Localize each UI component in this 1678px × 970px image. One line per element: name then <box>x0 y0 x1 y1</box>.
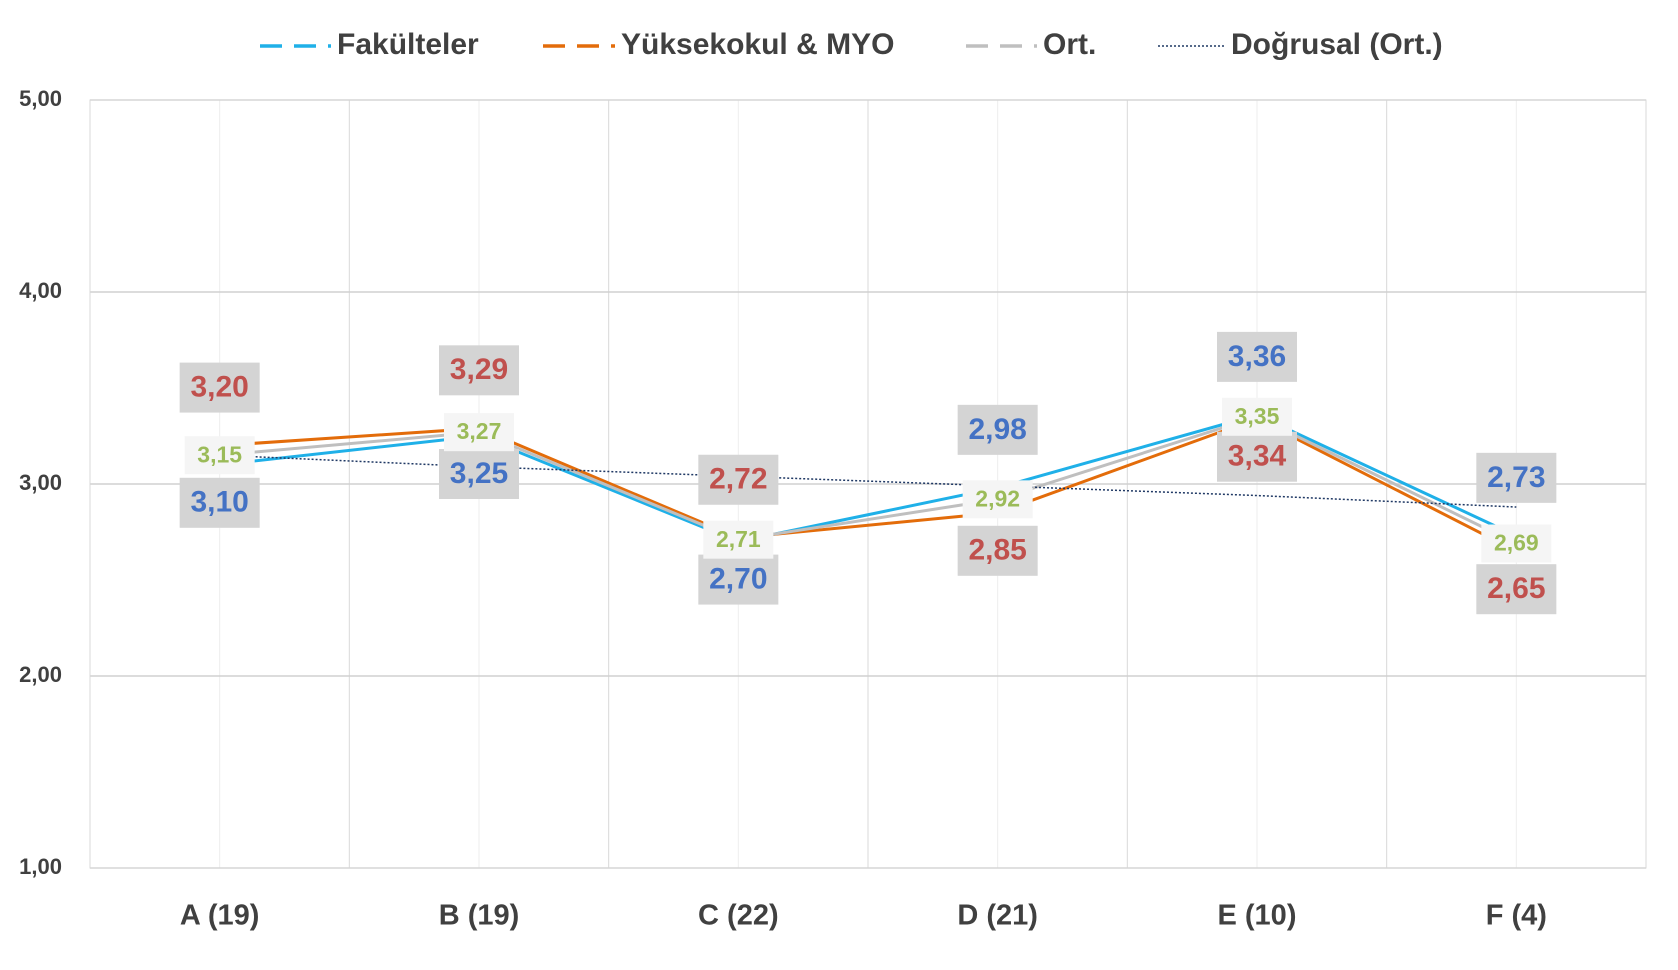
label-box <box>698 554 779 605</box>
data-label: 2,85 <box>968 534 1026 567</box>
label-box <box>1481 524 1552 563</box>
series-line <box>219 413 1517 544</box>
label-box <box>184 436 255 475</box>
y-tick-label: 2,00 <box>19 662 62 687</box>
label-box <box>957 404 1038 455</box>
data-label: 3,29 <box>450 353 508 386</box>
data-label: 2,65 <box>1487 572 1545 605</box>
data-label: 2,69 <box>1494 530 1539 556</box>
y-tick-label: 1,00 <box>19 854 62 879</box>
label-box <box>957 525 1038 576</box>
series-line <box>219 415 1517 545</box>
y-tick-label: 5,00 <box>19 86 62 111</box>
y-tick-label: 4,00 <box>19 278 62 303</box>
data-label: 3,25 <box>450 457 508 490</box>
data-label: 2,70 <box>709 563 767 596</box>
x-tick-label: B (19) <box>439 900 520 932</box>
label-box <box>179 477 260 528</box>
label-box <box>439 345 519 396</box>
label-box <box>444 413 514 452</box>
label-box <box>1222 397 1292 436</box>
data-label: 3,27 <box>457 418 502 444</box>
label-box <box>439 449 519 499</box>
x-tick-label: C (22) <box>698 900 779 932</box>
legend-label: Doğrusal (Ort.) <box>1231 28 1443 61</box>
legend-label: Yüksekokul & MYO <box>621 28 894 61</box>
data-label: 2,72 <box>709 463 767 496</box>
data-label: 2,73 <box>1487 461 1545 494</box>
data-label: 3,15 <box>197 441 242 467</box>
plot-border <box>89 99 1647 869</box>
data-label: 3,35 <box>1235 403 1280 429</box>
label-box <box>703 520 774 559</box>
data-label: 3,10 <box>190 486 248 519</box>
x-tick-label: F (4) <box>1486 900 1547 932</box>
data-label: 2,92 <box>975 485 1020 511</box>
data-label: 3,20 <box>190 371 248 404</box>
data-label: 2,98 <box>968 413 1026 446</box>
legend-label: Ort. <box>1043 28 1096 61</box>
label-box <box>698 454 779 505</box>
trend-line <box>219 454 1517 508</box>
data-label: 2,71 <box>716 526 761 552</box>
x-tick-label: A (19) <box>180 900 260 932</box>
label-box <box>1217 431 1297 482</box>
x-tick-label: D (21) <box>957 900 1038 932</box>
label-box <box>179 362 260 413</box>
label-box <box>1476 452 1557 503</box>
label-box <box>1217 331 1297 382</box>
x-tick-label: E (10) <box>1218 900 1297 932</box>
label-box <box>1476 564 1557 615</box>
data-label: 3,36 <box>1228 340 1286 373</box>
label-box <box>962 480 1033 519</box>
data-label: 3,34 <box>1228 440 1287 473</box>
y-tick-label: 3,00 <box>19 470 62 495</box>
series-line <box>219 417 1518 553</box>
legend-label: Fakülteler <box>337 28 479 61</box>
